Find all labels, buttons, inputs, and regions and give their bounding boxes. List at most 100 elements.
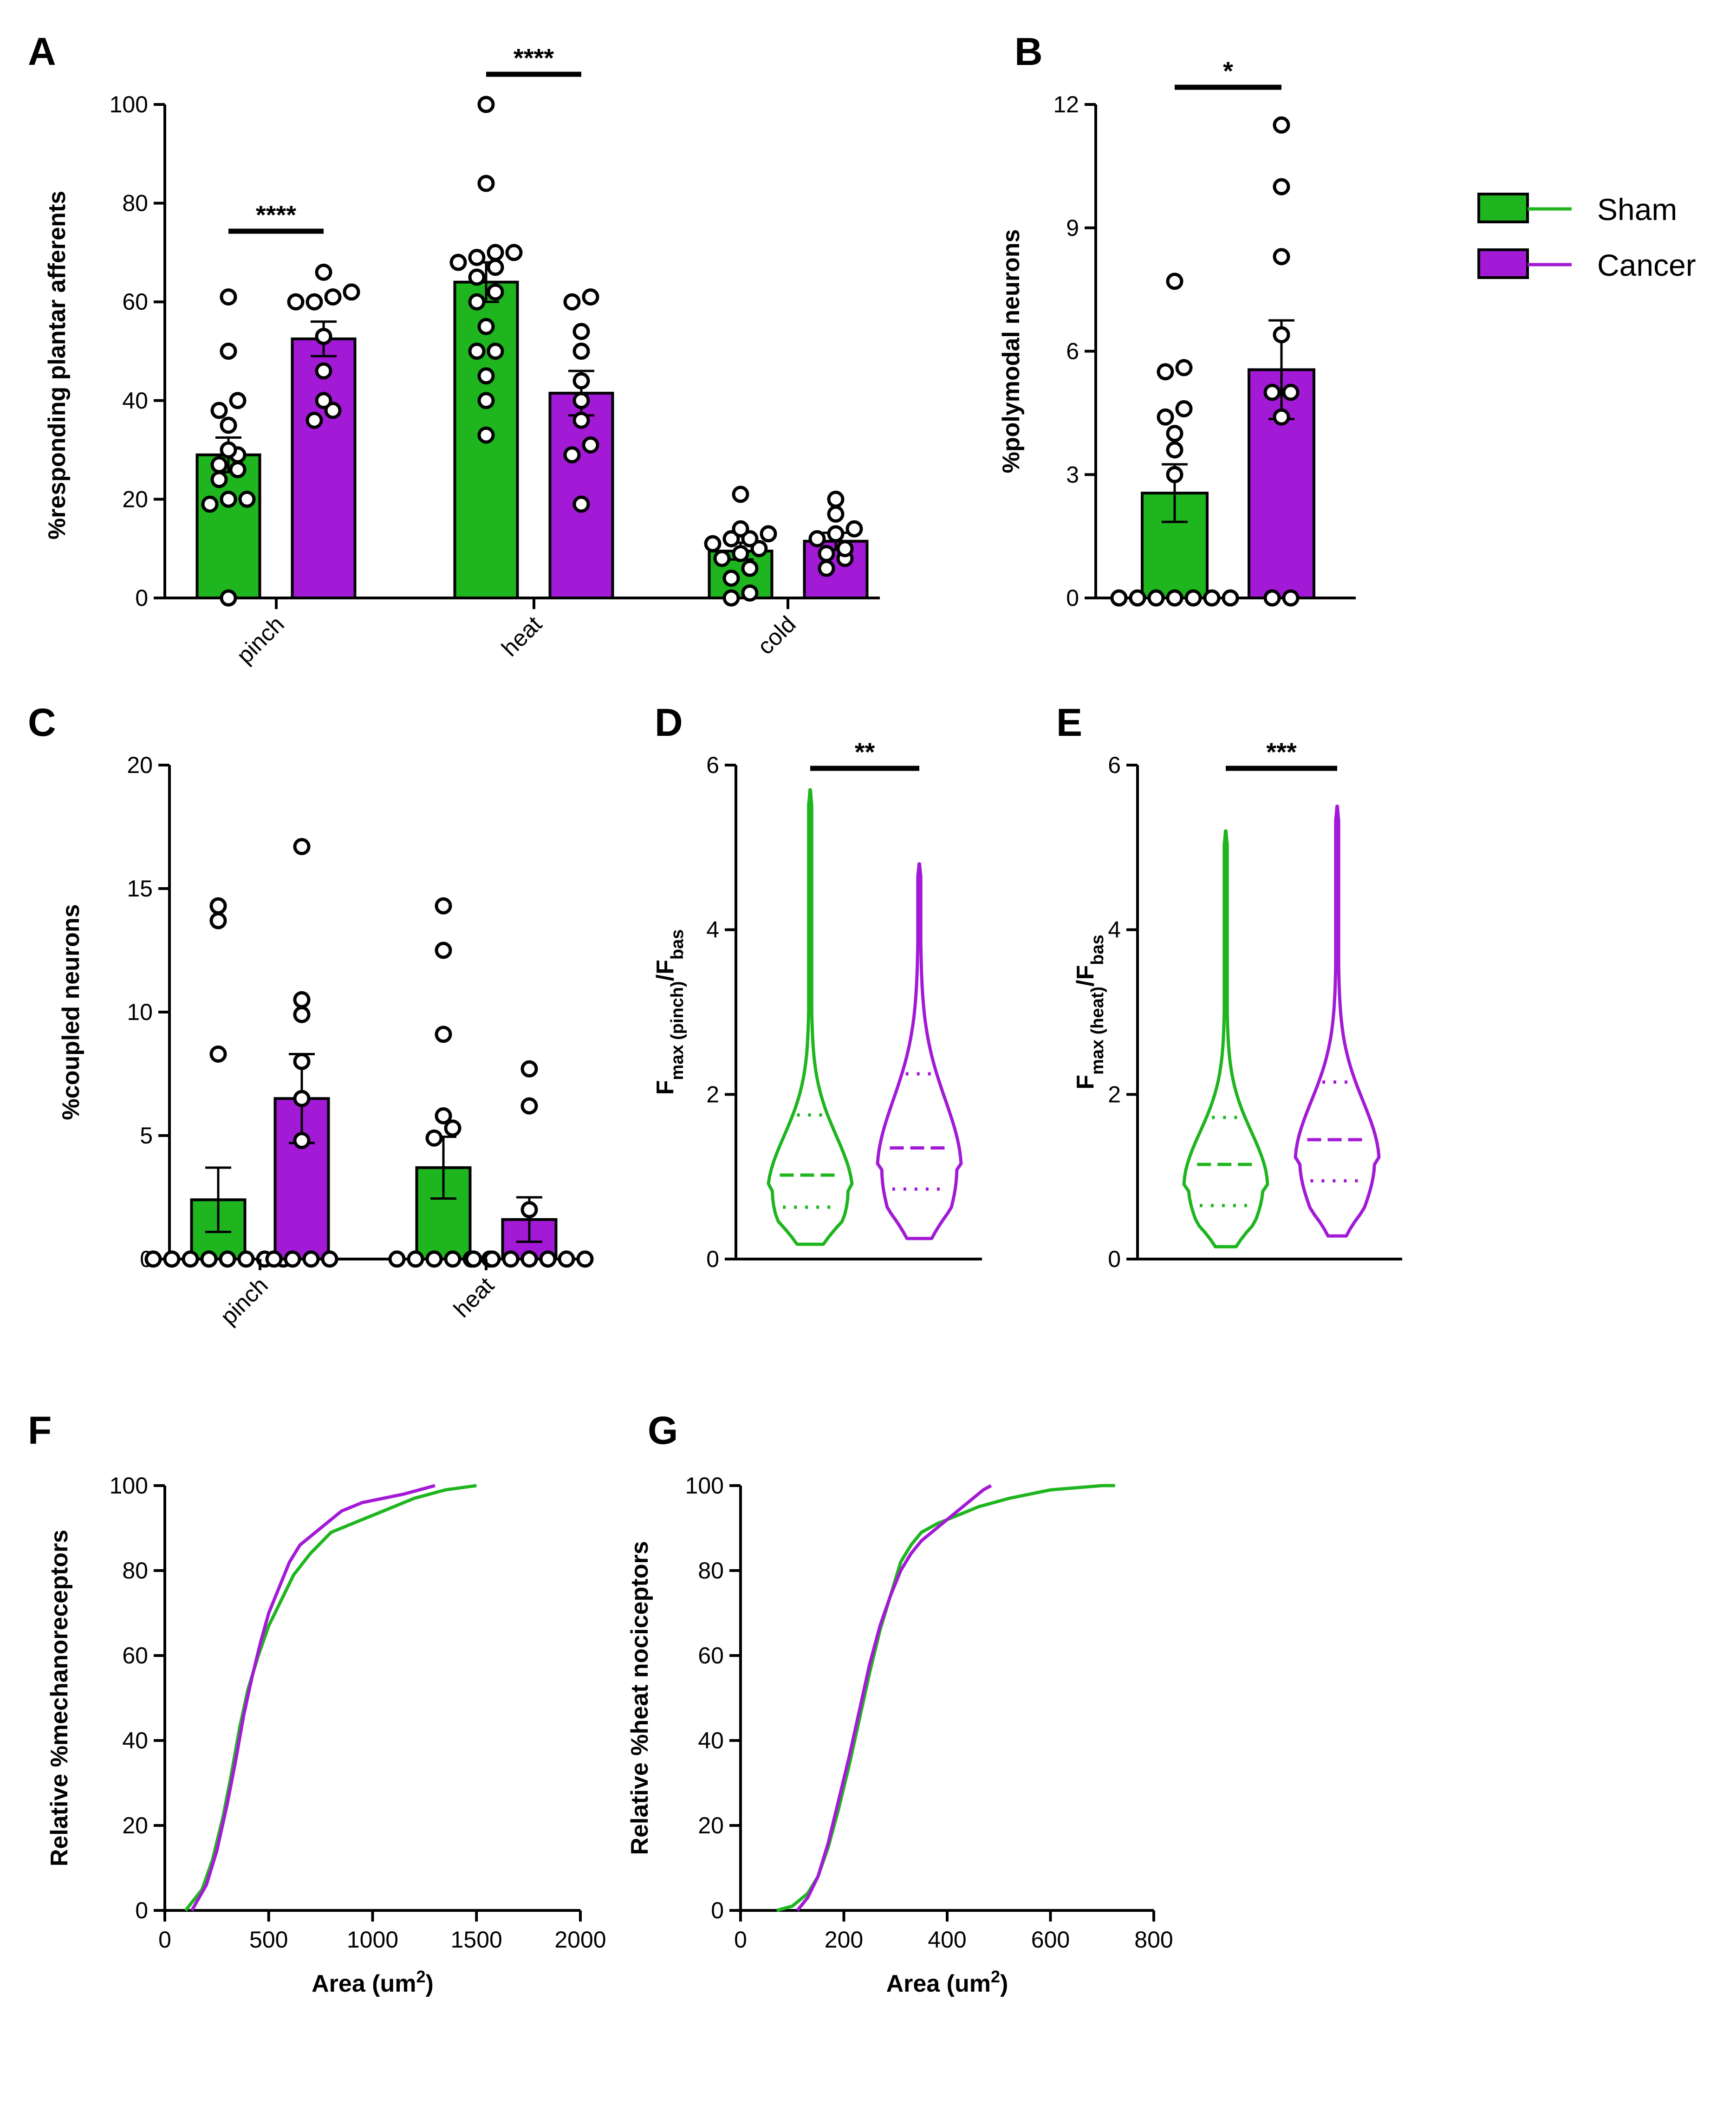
y-tick-label: 0 bbox=[135, 1897, 148, 1923]
x-tick-label: 1000 bbox=[347, 1927, 398, 1953]
data-point-cancer bbox=[293, 1006, 311, 1023]
data-point-cancer bbox=[836, 540, 854, 558]
data-point-sham bbox=[435, 1107, 452, 1124]
significance-label: **** bbox=[256, 200, 296, 229]
data-point-cancer bbox=[465, 1250, 482, 1268]
data-point-cancer bbox=[265, 1250, 283, 1268]
data-point-cancer bbox=[1273, 178, 1290, 195]
data-point-sham bbox=[477, 426, 495, 444]
panel-letter-d: D bbox=[655, 701, 683, 744]
y-tick-label: 100 bbox=[110, 1473, 148, 1499]
y-axis-title: %coupled neurons bbox=[58, 904, 85, 1120]
data-point-cancer bbox=[563, 446, 581, 464]
data-point-cancer bbox=[520, 1250, 538, 1268]
y-tick-label: 0 bbox=[1108, 1246, 1121, 1272]
x-tick-label: 600 bbox=[1031, 1927, 1070, 1953]
data-point-cancer bbox=[572, 392, 590, 409]
data-point-sham bbox=[449, 253, 467, 271]
data-point-cancer bbox=[321, 1250, 338, 1268]
data-point-sham bbox=[477, 318, 495, 335]
y-tick-label: 2 bbox=[706, 1081, 719, 1107]
y-tick-label: 20 bbox=[122, 486, 148, 512]
data-point-sham bbox=[487, 343, 504, 360]
data-point-sham bbox=[209, 912, 227, 929]
data-point-cancer bbox=[315, 263, 332, 281]
data-point-sham bbox=[704, 535, 722, 552]
y-tick-label: 0 bbox=[706, 1246, 719, 1272]
data-point-sham bbox=[741, 559, 759, 577]
y-tick-label: 80 bbox=[122, 1558, 148, 1584]
violin-sham bbox=[767, 788, 854, 1246]
x-axis-title: Area (um2) bbox=[312, 1967, 434, 1998]
y-tick-label: 80 bbox=[698, 1558, 724, 1584]
data-point-sham bbox=[713, 550, 731, 567]
legend-label-sham: Sham bbox=[1597, 192, 1677, 227]
data-point-cancer bbox=[306, 293, 323, 311]
y-tick-label: 60 bbox=[122, 289, 148, 315]
y-tick-label: 20 bbox=[698, 1812, 724, 1838]
data-point-sham bbox=[487, 259, 504, 276]
y-axis-title-subscript: max (pinch) bbox=[668, 981, 687, 1080]
x-tick-label: pinch bbox=[215, 1272, 273, 1330]
data-point-sham bbox=[468, 268, 486, 286]
data-point-sham bbox=[220, 441, 237, 459]
y-tick-label: 100 bbox=[110, 91, 148, 117]
data-point-sham bbox=[219, 1250, 236, 1268]
data-point-sham bbox=[1203, 589, 1221, 607]
data-point-cancer bbox=[324, 288, 342, 306]
data-point-cancer bbox=[315, 392, 332, 409]
y-tick-label: 12 bbox=[1053, 91, 1079, 117]
data-point-sham bbox=[210, 471, 228, 488]
y-tick-label: 40 bbox=[698, 1727, 724, 1753]
x-tick-label: 2000 bbox=[554, 1927, 606, 1953]
y-tick-label: 0 bbox=[1066, 585, 1079, 611]
data-point-cancer bbox=[582, 436, 599, 454]
panel-letter-f: F bbox=[28, 1409, 52, 1452]
y-axis-title-part: F bbox=[1072, 1075, 1099, 1090]
data-point-sham bbox=[209, 897, 227, 915]
violin-sham bbox=[1182, 829, 1269, 1248]
data-point-cancer bbox=[1273, 116, 1290, 134]
data-point-cancer bbox=[808, 530, 826, 547]
data-point-sham bbox=[220, 490, 237, 508]
data-point-sham bbox=[435, 942, 452, 959]
data-point-sham bbox=[1175, 400, 1193, 418]
data-point-sham bbox=[210, 456, 228, 474]
x-tick-label: 0 bbox=[734, 1927, 747, 1953]
data-point-cancer bbox=[582, 288, 599, 306]
data-point-sham bbox=[505, 244, 523, 261]
data-point-cancer bbox=[293, 1052, 311, 1070]
data-point-cancer bbox=[558, 1250, 575, 1268]
violin-cancer bbox=[876, 862, 963, 1240]
data-point-sham bbox=[1166, 589, 1183, 607]
data-point-sham bbox=[1166, 466, 1183, 483]
data-point-cancer bbox=[315, 362, 332, 380]
y-tick-label: 80 bbox=[122, 190, 148, 216]
x-tick-label: 500 bbox=[249, 1927, 288, 1953]
data-point-sham bbox=[220, 589, 237, 607]
y-tick-label: 40 bbox=[122, 1727, 148, 1753]
data-point-cancer bbox=[1282, 383, 1300, 401]
y-tick-label: 60 bbox=[698, 1643, 724, 1669]
data-point-sham bbox=[1222, 589, 1239, 607]
x-tick-label: heat bbox=[449, 1272, 499, 1322]
data-point-cancer bbox=[520, 1060, 538, 1078]
y-tick-label: 15 bbox=[127, 876, 153, 902]
data-point-sham bbox=[1166, 273, 1183, 290]
data-point-sham bbox=[229, 392, 247, 409]
data-point-cancer bbox=[324, 402, 342, 419]
data-point-cancer bbox=[572, 343, 590, 360]
y-axis-title: %responding plantar afferents bbox=[44, 191, 71, 539]
y-tick-label: 4 bbox=[1108, 917, 1121, 943]
data-point-sham bbox=[407, 1250, 424, 1268]
data-point-sham bbox=[1184, 589, 1202, 607]
x-axis-title-superscript: 2 bbox=[991, 1967, 1000, 1986]
data-point-cancer bbox=[1263, 383, 1281, 401]
y-tick-label: 2 bbox=[1108, 1081, 1121, 1107]
significance-label: * bbox=[1223, 56, 1233, 85]
x-tick-label: 400 bbox=[928, 1927, 966, 1953]
violin-cancer bbox=[1294, 805, 1381, 1238]
data-point-cancer bbox=[827, 525, 845, 543]
y-axis-title-subscript: bas bbox=[668, 929, 687, 960]
data-point-sham bbox=[238, 490, 256, 508]
